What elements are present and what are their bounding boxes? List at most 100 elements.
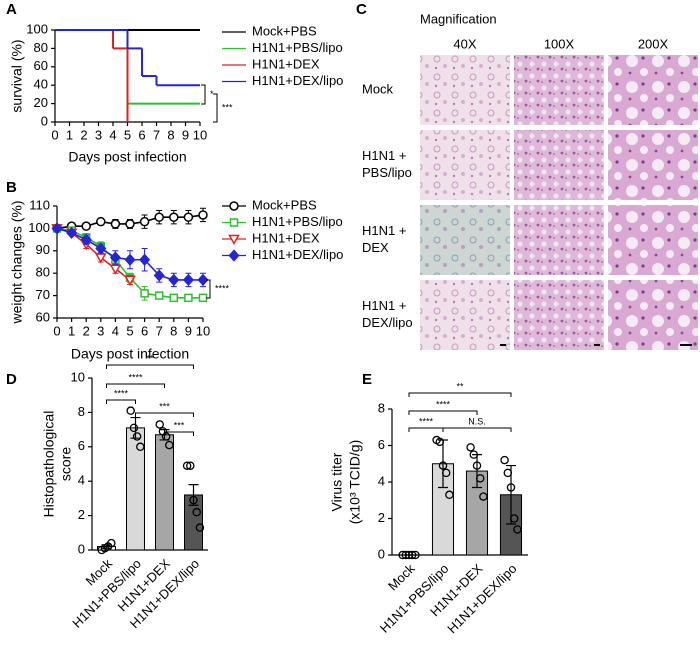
data-point — [189, 495, 198, 505]
data-point — [466, 443, 475, 452]
marker — [169, 212, 179, 222]
x-tick-label: 6 — [138, 127, 145, 142]
data-point — [479, 492, 488, 501]
significance-label: **** — [215, 283, 230, 293]
y-tick-label: 8 — [78, 404, 85, 419]
x-tick-label: 8 — [167, 127, 174, 142]
y-tick-label: 4 — [378, 473, 385, 488]
data-point — [136, 442, 145, 452]
data-point — [500, 455, 509, 465]
legend-label: H1N1+DEX — [252, 230, 320, 245]
bar — [155, 434, 174, 551]
error-bar — [130, 416, 141, 439]
row-label: DEX/lipo — [362, 315, 413, 330]
y-axis-title: weight changes (%) — [9, 201, 25, 325]
legend-label: H1N1+DEX/lipo — [252, 247, 343, 262]
x-tick-label: 8 — [170, 323, 177, 338]
legend-label: Mock+PBS — [252, 197, 317, 212]
histology-image — [514, 130, 604, 200]
x-tick-label: 10 — [193, 127, 207, 142]
data-point — [441, 468, 451, 478]
y-tick-label: 110 — [29, 197, 50, 212]
histology-image — [420, 280, 510, 350]
marker — [109, 264, 122, 275]
data-point — [195, 523, 205, 532]
panel-label: A — [6, 1, 17, 18]
marker — [95, 242, 107, 255]
x-axis-title: Days post infection — [71, 346, 189, 362]
marker — [198, 293, 208, 303]
marker — [81, 221, 91, 231]
y-tick-label: 20 — [34, 95, 48, 110]
marker — [140, 289, 149, 298]
y-tick-label: 8 — [378, 400, 385, 415]
marker — [153, 269, 165, 282]
x-axis-title: Days post infection — [68, 149, 186, 165]
marker — [96, 216, 106, 227]
x-tick-label: 10 — [196, 323, 210, 338]
marker — [197, 273, 209, 287]
panel-label: B — [6, 179, 17, 196]
data-point — [129, 423, 139, 433]
significance-bracket — [213, 93, 218, 123]
y-tick-label: 2 — [378, 510, 385, 525]
histology-image — [420, 55, 510, 125]
significance-bracket — [408, 427, 444, 432]
x-tick-label: 3 — [97, 323, 104, 338]
histology-image — [514, 55, 604, 125]
row-label: Mock — [362, 81, 394, 96]
y-tick-label: 90 — [36, 242, 50, 257]
significance-bracket — [106, 383, 165, 388]
significance-bracket — [442, 427, 512, 432]
significance-label: **** — [436, 399, 451, 409]
data-point — [435, 437, 445, 447]
data-point — [165, 440, 174, 450]
legend-label: H1N1+PBS/lipo — [252, 214, 343, 229]
legend-marker — [228, 249, 240, 262]
legend-label: H1N1+DEX/lipo — [252, 73, 343, 88]
data-point — [509, 514, 519, 523]
x-tick-label: 2 — [80, 127, 87, 142]
row-label: H1N1 + — [362, 223, 406, 238]
bar — [126, 427, 145, 551]
x-tick-label: 4 — [109, 127, 116, 142]
data-point — [161, 432, 171, 441]
x-tick-label: 7 — [153, 127, 160, 142]
panel-label: C — [356, 1, 367, 18]
histology-image — [514, 205, 604, 275]
y-tick-label: 60 — [36, 309, 50, 324]
significance-label: **** — [419, 416, 434, 426]
y-tick-label: 40 — [34, 77, 48, 92]
legend-marker — [229, 218, 239, 227]
histology-image — [420, 205, 510, 275]
y-tick-label: 10 — [71, 369, 85, 384]
marker — [154, 212, 164, 222]
histology-image — [514, 280, 604, 350]
histology-image — [608, 205, 698, 275]
significance-label: **** — [128, 372, 143, 382]
marker — [182, 273, 194, 287]
marker — [184, 293, 193, 303]
data-point — [126, 406, 135, 415]
marker — [168, 273, 180, 287]
histology-image — [608, 130, 698, 200]
panel-label: E — [362, 371, 372, 388]
significance-label: N.S. — [468, 416, 486, 426]
panel-label: D — [6, 371, 17, 388]
scale-bar — [500, 344, 506, 346]
data-point — [472, 461, 482, 470]
y-axis-title: score — [58, 447, 74, 481]
column-label: 200X — [638, 36, 669, 51]
data-point — [401, 550, 411, 560]
significance-bracket — [408, 410, 478, 415]
marker — [169, 293, 179, 303]
data-point — [407, 550, 417, 560]
data-point — [475, 474, 485, 483]
x-tick-label: 5 — [126, 323, 133, 338]
histology-image — [608, 280, 698, 350]
y-tick-label: 100 — [28, 220, 50, 235]
data-point — [411, 550, 420, 560]
y-tick-label: 0 — [378, 546, 385, 561]
significance-bracket — [106, 364, 194, 369]
significance-label: *** — [222, 102, 233, 112]
